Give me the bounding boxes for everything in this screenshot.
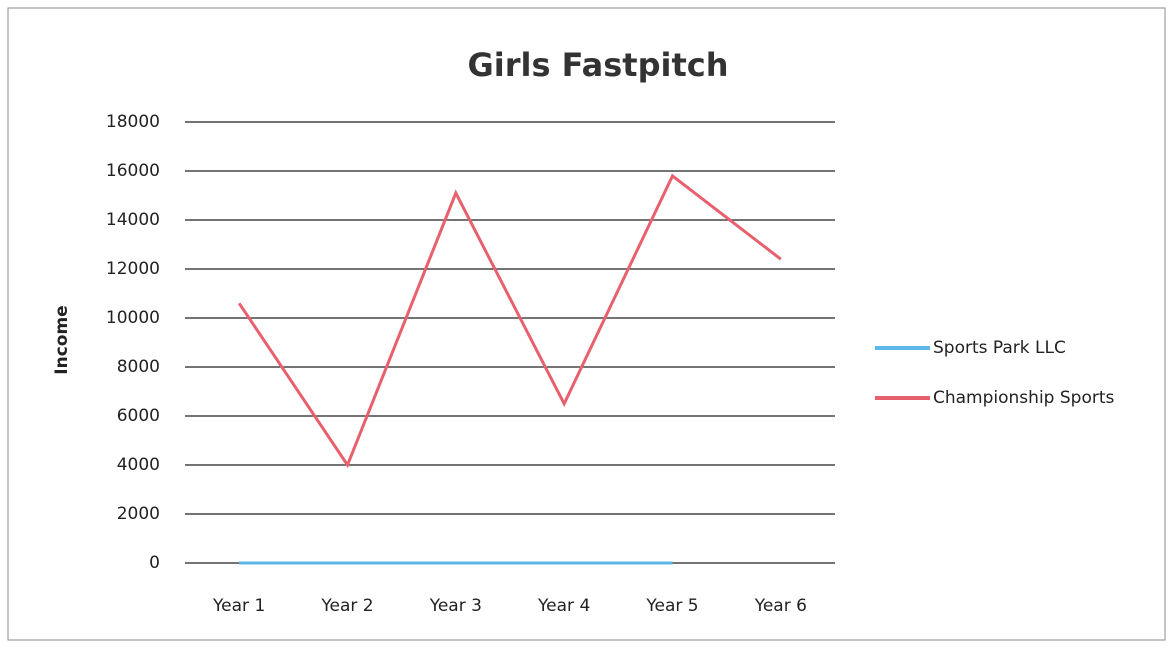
y-axis-label: Income [52,305,72,374]
x-tick-label: Year 6 [754,596,807,616]
y-tick-label: 14000 [106,210,160,230]
y-tick-label: 16000 [106,161,160,181]
x-tick-label: Year 1 [212,596,265,616]
series-line [237,173,782,469]
y-tick-label: 12000 [106,259,160,279]
x-tick-label: Year 4 [537,596,590,616]
y-tick-label: 18000 [106,112,160,132]
y-tick-label: 0 [149,553,160,573]
x-tick-label: Year 3 [429,596,482,616]
x-tick-label: Year 5 [645,596,698,616]
y-tick-label: 2000 [117,504,160,524]
x-tick-label: Year 2 [320,596,373,616]
legend-label: Championship Sports [933,388,1114,408]
y-tick-label: 4000 [117,455,160,475]
y-tick-label: 6000 [117,406,160,426]
y-tick-label: 8000 [117,357,160,377]
chart-border [7,7,1166,641]
legend-label: Sports Park LLC [933,338,1066,358]
y-tick-label: 10000 [106,308,160,328]
chart-title: Girls Fastpitch [467,46,728,84]
